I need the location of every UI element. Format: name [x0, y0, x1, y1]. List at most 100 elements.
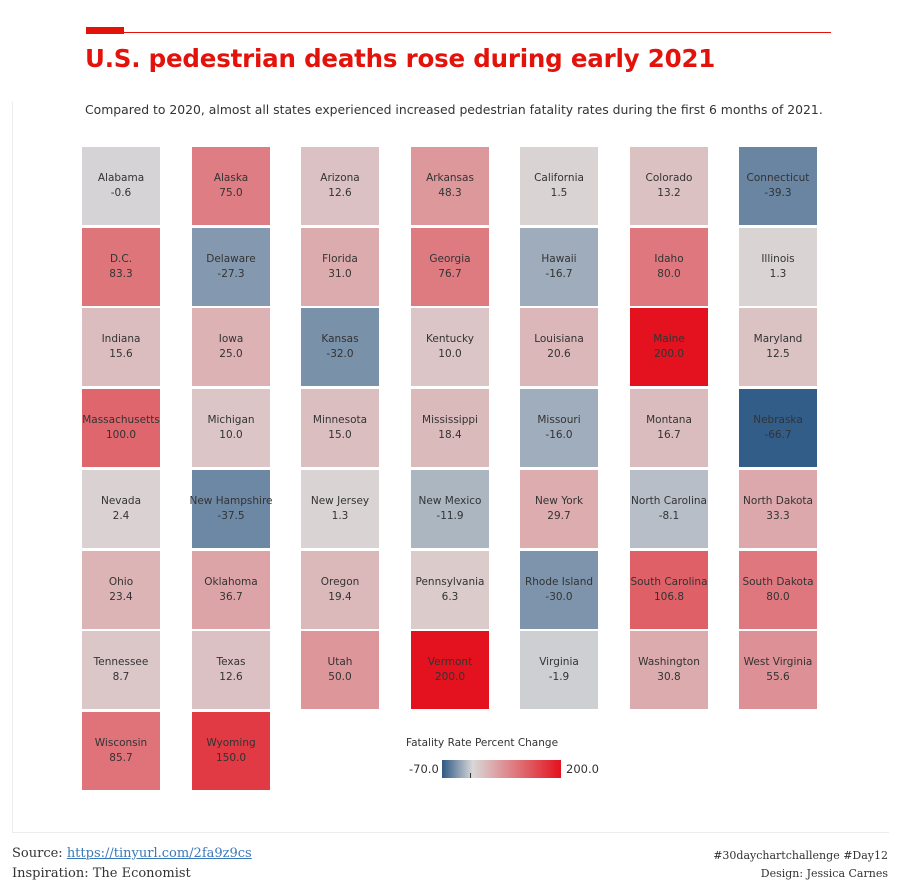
state-tile-vermont[interactable]: Vermont 200.0 — [411, 631, 489, 709]
state-tile-oregon[interactable]: Oregon 19.4 — [301, 551, 379, 629]
state-value: -1.9 — [548, 671, 570, 683]
state-value: 13.2 — [657, 187, 681, 199]
state-tile-north-carolina[interactable]: North Carolina -8.1 — [630, 470, 708, 548]
state-tile-d-c[interactable]: D.C. 83.3 — [82, 228, 160, 306]
state-name: Illinois — [761, 253, 795, 265]
state-tile-maine[interactable]: Maine 200.0 — [630, 308, 708, 386]
state-value: 10.0 — [219, 429, 243, 441]
state-value: 2.4 — [112, 510, 130, 522]
chart-subtitle: Compared to 2020, almost all states expe… — [85, 102, 823, 117]
state-value: -11.9 — [436, 510, 464, 522]
state-tile-nevada[interactable]: Nevada 2.4 — [82, 470, 160, 548]
state-name: Virginia — [539, 656, 579, 668]
state-tile-kansas[interactable]: Kansas -32.0 — [301, 308, 379, 386]
state-tile-indiana[interactable]: Indiana 15.6 — [82, 308, 160, 386]
state-value: 106.8 — [653, 591, 685, 603]
state-tile-idaho[interactable]: Idaho 80.0 — [630, 228, 708, 306]
legend-color-ramp — [442, 760, 561, 778]
state-tile-georgia[interactable]: Georgia 76.7 — [411, 228, 489, 306]
state-value: 200.0 — [434, 671, 466, 683]
state-tile-iowa[interactable]: Iowa 25.0 — [192, 308, 270, 386]
state-tile-michigan[interactable]: Michigan 10.0 — [192, 389, 270, 467]
state-value: -30.0 — [545, 591, 573, 603]
state-tile-wisconsin[interactable]: Wisconsin 85.7 — [82, 712, 160, 790]
state-tile-utah[interactable]: Utah 50.0 — [301, 631, 379, 709]
state-tile-connecticut[interactable]: Connecticut -39.3 — [739, 147, 817, 225]
state-name: Utah — [327, 656, 353, 668]
state-tile-florida[interactable]: Florida 31.0 — [301, 228, 379, 306]
state-tile-massachusetts[interactable]: Massachusetts 100.0 — [82, 389, 160, 467]
state-tile-hawaii[interactable]: Hawaii -16.7 — [520, 228, 598, 306]
state-value: -16.7 — [545, 268, 573, 280]
state-name: Alaska — [213, 172, 249, 184]
state-tile-alaska[interactable]: Alaska 75.0 — [192, 147, 270, 225]
state-tile-new-jersey[interactable]: New Jersey 1.3 — [301, 470, 379, 548]
state-tile-arkansas[interactable]: Arkansas 48.3 — [411, 147, 489, 225]
state-tile-mississippi[interactable]: Mississippi 18.4 — [411, 389, 489, 467]
chart-title: U.S. pedestrian deaths rose during early… — [85, 44, 716, 73]
state-tile-rhode-island[interactable]: Rhode Island -30.0 — [520, 551, 598, 629]
state-value: 20.6 — [547, 348, 571, 360]
state-tile-colorado[interactable]: Colorado 13.2 — [630, 147, 708, 225]
state-tile-tennessee[interactable]: Tennessee 8.7 — [82, 631, 160, 709]
state-tile-north-dakota[interactable]: North Dakota 33.3 — [739, 470, 817, 548]
state-tile-montana[interactable]: Montana 16.7 — [630, 389, 708, 467]
state-name: Ohio — [108, 576, 134, 588]
state-tile-maryland[interactable]: Maryland 12.5 — [739, 308, 817, 386]
state-tile-oklahoma[interactable]: Oklahoma 36.7 — [192, 551, 270, 629]
state-tile-wyoming[interactable]: Wyoming 150.0 — [192, 712, 270, 790]
state-tile-minnesota[interactable]: Minnesota 15.0 — [301, 389, 379, 467]
state-name: Connecticut — [746, 172, 810, 184]
state-name: Mississippi — [422, 414, 478, 426]
state-tile-washington[interactable]: Washington 30.8 — [630, 631, 708, 709]
state-name: Florida — [322, 253, 358, 265]
state-value: 48.3 — [438, 187, 462, 199]
state-tile-delaware[interactable]: Delaware -27.3 — [192, 228, 270, 306]
state-tile-ohio[interactable]: Ohio 23.4 — [82, 551, 160, 629]
source-link[interactable]: https://tinyurl.com/2fa9z9cs — [66, 846, 252, 861]
state-tile-louisiana[interactable]: Louisiana 20.6 — [520, 308, 598, 386]
state-tile-alabama[interactable]: Alabama -0.6 — [82, 147, 160, 225]
state-value: 8.7 — [112, 671, 130, 683]
state-value: 200.0 — [653, 348, 685, 360]
state-value: 80.0 — [766, 591, 790, 603]
legend-zero-tick — [470, 773, 471, 778]
state-tile-west-virginia[interactable]: West Virginia 55.6 — [739, 631, 817, 709]
header-accent-line — [124, 32, 831, 33]
state-tile-texas[interactable]: Texas 12.6 — [192, 631, 270, 709]
state-value: 25.0 — [219, 348, 243, 360]
state-tile-virginia[interactable]: Virginia -1.9 — [520, 631, 598, 709]
state-tile-new-york[interactable]: New York 29.7 — [520, 470, 598, 548]
state-value: 12.5 — [766, 348, 790, 360]
state-name: Maine — [653, 333, 685, 345]
state-tile-new-mexico[interactable]: New Mexico -11.9 — [411, 470, 489, 548]
state-tile-illinois[interactable]: Illinois 1.3 — [739, 228, 817, 306]
state-tile-south-carolina[interactable]: South Carolina 106.8 — [630, 551, 708, 629]
state-tile-nebraska[interactable]: Nebraska -66.7 — [739, 389, 817, 467]
state-tile-california[interactable]: California 1.5 — [520, 147, 598, 225]
state-value: 12.6 — [328, 187, 352, 199]
legend-min-label: -70.0 — [409, 762, 439, 776]
state-name: Wisconsin — [94, 737, 148, 749]
state-name: New Mexico — [418, 495, 482, 507]
state-value: 12.6 — [219, 671, 243, 683]
state-name: Tennessee — [93, 656, 149, 668]
state-value: 15.6 — [109, 348, 133, 360]
state-tile-pennsylvania[interactable]: Pennsylvania 6.3 — [411, 551, 489, 629]
state-name: Massachusetts — [82, 414, 160, 426]
state-tile-missouri[interactable]: Missouri -16.0 — [520, 389, 598, 467]
state-tile-kentucky[interactable]: Kentucky 10.0 — [411, 308, 489, 386]
state-name: Iowa — [218, 333, 244, 345]
state-value: 31.0 — [328, 268, 352, 280]
state-name: Colorado — [645, 172, 693, 184]
state-name: New Jersey — [310, 495, 370, 507]
state-value: -8.1 — [658, 510, 680, 522]
state-tile-south-dakota[interactable]: South Dakota 80.0 — [739, 551, 817, 629]
state-name: Delaware — [206, 253, 256, 265]
state-name: Texas — [216, 656, 246, 668]
state-value: 6.3 — [441, 591, 459, 603]
state-tile-arizona[interactable]: Arizona 12.6 — [301, 147, 379, 225]
state-tile-new-hampshire[interactable]: New Hampshire -37.5 — [189, 470, 273, 548]
state-name: North Carolina — [631, 495, 707, 507]
state-name: New Hampshire — [189, 495, 273, 507]
